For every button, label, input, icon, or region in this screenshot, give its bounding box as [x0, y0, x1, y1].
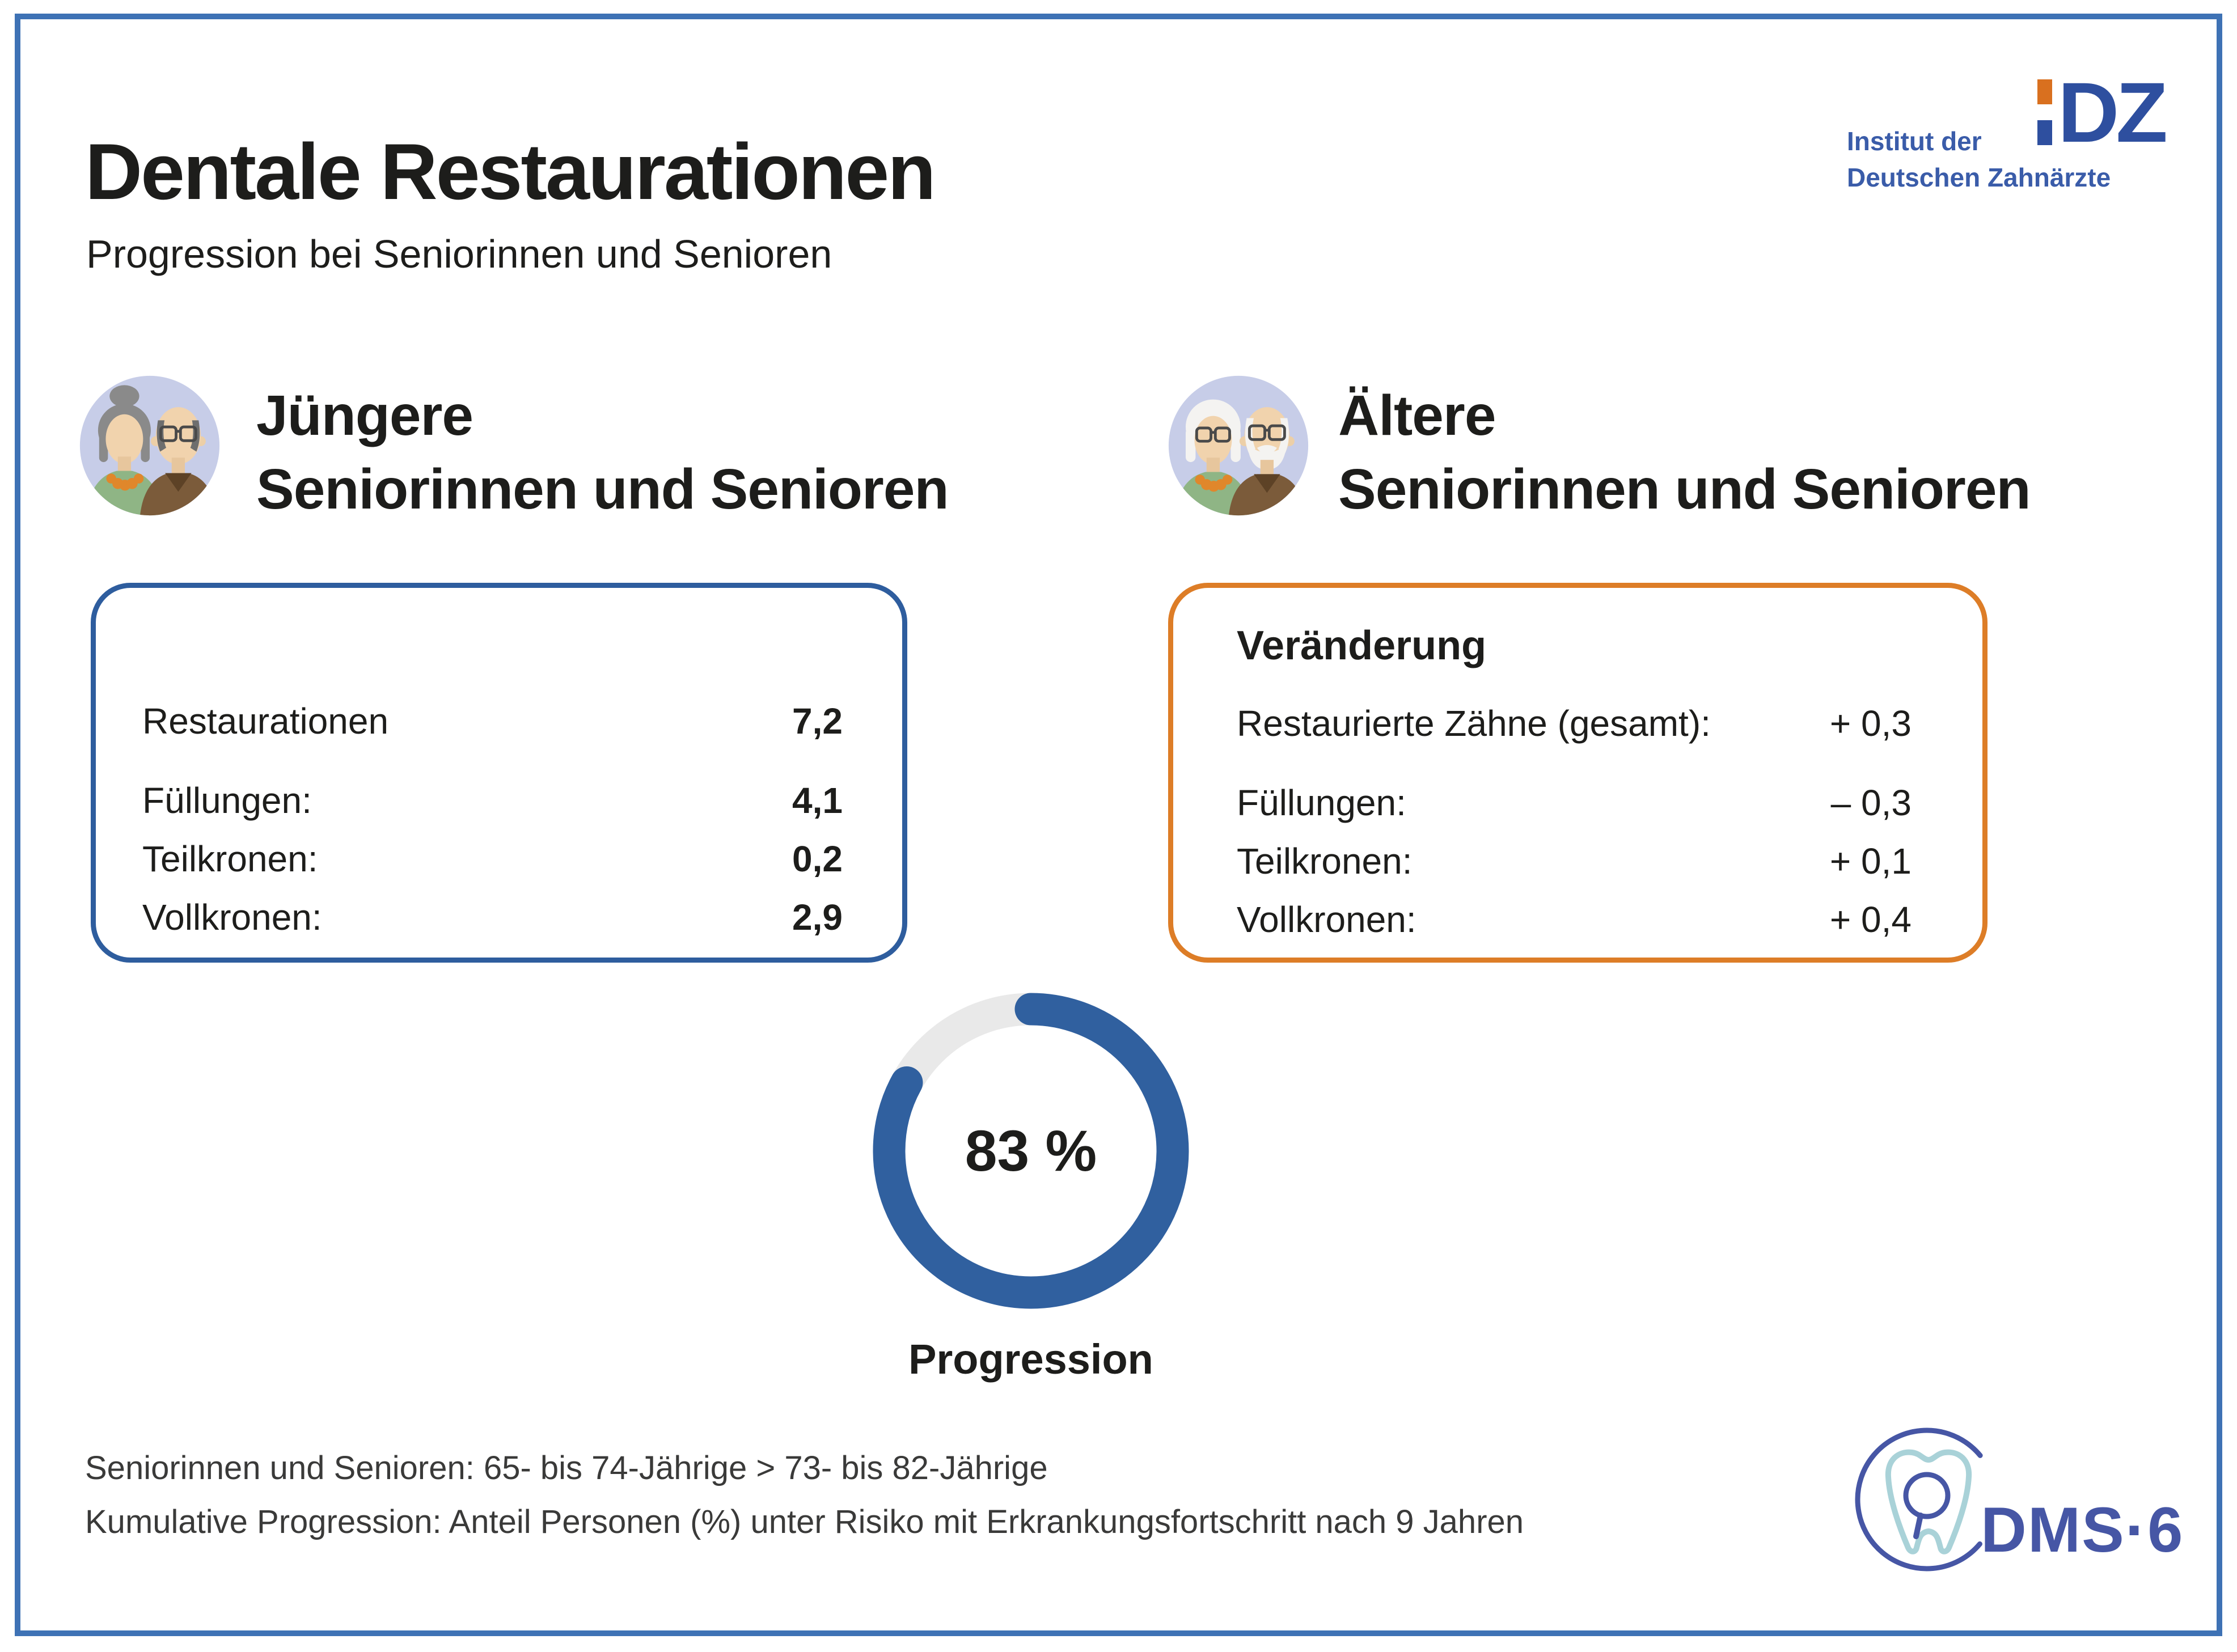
idz-logo: DZ Institut der Deutschen Zahnärzte	[1847, 65, 2168, 192]
page-subtitle: Progression bei Seniorinnen und Senioren	[86, 232, 832, 276]
idz-i-glyph-icon	[2037, 79, 2053, 145]
stat-label: Füllungen:	[142, 780, 312, 821]
younger-heading-line2: Seniorinnen und Senioren	[256, 458, 949, 521]
footnote-line1: Seniorinnen und Senioren: 65- bis 74-Jäh…	[85, 1450, 1048, 1486]
stat-label: Restaurierte Zähne (gesamt):	[1237, 703, 1711, 744]
magnifier-handle-icon	[1913, 1513, 1923, 1539]
dms6-circle-icon	[1855, 1428, 1999, 1571]
donut-caption: Progression	[908, 1336, 1153, 1383]
donut-center-label: 83 %	[965, 1118, 1097, 1183]
stat-value: + 0,3	[1829, 703, 1912, 744]
progression-donut-chart: 83 %	[872, 992, 1190, 1310]
dms6-logo-svg: DMS·6	[1855, 1428, 2184, 1571]
stat-label: Teilkronen:	[1237, 841, 1413, 882]
stat-row: Restaurationen 7,2	[142, 696, 843, 747]
stat-row: Teilkronen: + 0,1	[1237, 836, 1912, 887]
stat-row: Vollkronen: 2,9	[142, 892, 843, 943]
stat-row: Teilkronen: 0,2	[142, 833, 843, 884]
stat-value: – 0,3	[1830, 782, 1912, 823]
stat-value: 2,9	[792, 897, 843, 938]
stat-value: + 0,4	[1829, 899, 1912, 940]
idz-text-line1: Institut der	[1847, 126, 1982, 156]
older-card-heading: Veränderung	[1237, 623, 1487, 668]
younger-card: Restaurationen 7,2 Füllungen: 4,1 Teilkr…	[91, 583, 907, 963]
younger-heading-line1: Jüngere	[256, 384, 473, 447]
donut-value-arc	[873, 993, 1189, 1309]
stat-value: 4,1	[792, 780, 843, 821]
stat-row: Restaurierte Zähne (gesamt): + 0,3	[1237, 698, 1912, 749]
dms6-wordmark: DMS·6	[1981, 1494, 2184, 1565]
stat-value: 7,2	[792, 701, 843, 742]
stat-row: Vollkronen: + 0,4	[1237, 894, 1912, 945]
idz-i-orange-segment	[2037, 79, 2053, 104]
magnifier-lens-icon	[1903, 1472, 1951, 1519]
older-group-heading: Ältere Seniorinnen und Senioren	[1338, 379, 2031, 526]
stat-row: Füllungen: 4,1	[142, 775, 843, 826]
idz-logotype: DZ	[2037, 65, 2168, 160]
younger-couple-icon	[79, 375, 220, 516]
dms6-logo: DMS·6	[1846, 1420, 2197, 1585]
idz-i-blue-segment	[2037, 120, 2053, 145]
older-heading-line1: Ältere	[1338, 384, 1496, 447]
stat-value: + 0,1	[1829, 841, 1912, 882]
footnote-line2: Kumulative Progression: Anteil Personen …	[85, 1503, 1524, 1540]
stat-label: Teilkronen:	[142, 838, 318, 879]
younger-group-heading: Jüngere Seniorinnen und Senioren	[256, 379, 949, 526]
tooth-icon	[1885, 1449, 1972, 1554]
idz-text-line2: Deutschen Zahnärzte	[1847, 163, 2111, 192]
stat-label: Restaurationen	[142, 701, 389, 742]
stat-label: Füllungen:	[1237, 782, 1406, 823]
younger-seniors-avatar	[78, 374, 221, 517]
older-card: Veränderung Restaurierte Zähne (gesamt):…	[1168, 583, 1987, 963]
page-title: Dentale Restaurationen	[85, 126, 936, 216]
idz-dz-letters: DZ	[2058, 65, 2168, 160]
donut-chart-svg	[873, 993, 1189, 1309]
older-heading-line2: Seniorinnen und Senioren	[1338, 458, 2031, 521]
stat-row: Füllungen: – 0,3	[1237, 777, 1912, 828]
footnotes: Seniorinnen und Senioren: 65- bis 74-Jäh…	[85, 1441, 1524, 1549]
older-couple-icon	[1168, 375, 1309, 516]
stat-label: Vollkronen:	[1237, 899, 1416, 940]
stat-value: 0,2	[792, 838, 843, 879]
older-seniors-avatar	[1167, 374, 1310, 517]
stat-label: Vollkronen:	[142, 897, 322, 938]
